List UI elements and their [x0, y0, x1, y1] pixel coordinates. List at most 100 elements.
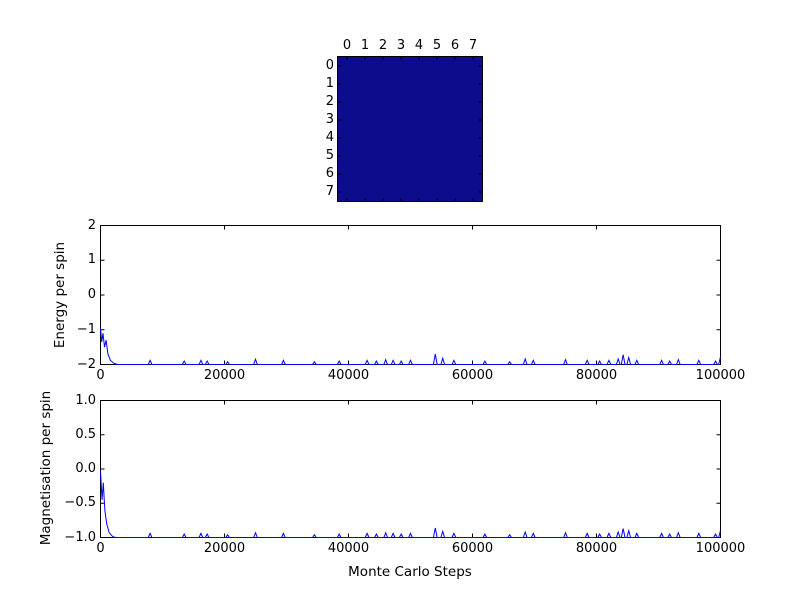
spin-cell: [464, 57, 482, 75]
spin-cell: [410, 111, 428, 129]
spin-cell: [392, 183, 410, 201]
y-tick-label: −1.0: [64, 529, 96, 545]
spin-lattice-heatmap: [337, 56, 483, 202]
spin-cell: [338, 165, 356, 183]
y-tick-label: −0.5: [64, 495, 96, 511]
spin-cell: [464, 129, 482, 147]
spin-cell: [356, 165, 374, 183]
spin-cell: [374, 57, 392, 75]
spin-cell: [356, 129, 374, 147]
heatmap-y-tick-label: 7: [325, 184, 334, 199]
spin-cell: [428, 57, 446, 75]
spin-cell: [428, 75, 446, 93]
spin-cell: [428, 111, 446, 129]
spin-cell: [392, 75, 410, 93]
x-tick-label: 40000: [327, 368, 370, 383]
spin-cell: [356, 75, 374, 93]
spin-cell: [392, 57, 410, 75]
spin-cell: [446, 57, 464, 75]
spin-cell: [410, 129, 428, 147]
y-tick-label: 2: [87, 217, 96, 233]
x-axis-label: Monte Carlo Steps: [348, 564, 472, 580]
spin-cell: [428, 93, 446, 111]
spin-cell: [356, 111, 374, 129]
x-tick-label: 0: [96, 541, 105, 556]
spin-cell: [338, 129, 356, 147]
spin-cell: [464, 147, 482, 165]
x-tick-label: 80000: [575, 541, 618, 556]
spin-cell: [356, 147, 374, 165]
spin-cell: [338, 183, 356, 201]
spin-cell: [338, 75, 356, 93]
spin-cell: [374, 93, 392, 111]
spin-cell: [410, 75, 428, 93]
spin-cell: [356, 183, 374, 201]
heatmap-x-tick-label: 7: [468, 38, 478, 53]
x-tick-label: 100000: [695, 368, 746, 383]
spin-cell: [374, 183, 392, 201]
x-tick-label: 20000: [203, 541, 246, 556]
x-tick-label: 60000: [451, 541, 494, 556]
spin-cell: [410, 93, 428, 111]
heatmap-x-tick-label: 3: [396, 38, 406, 53]
x-tick-label: 60000: [451, 368, 494, 383]
x-tick-label: 0: [96, 368, 105, 383]
spin-cell: [374, 165, 392, 183]
y-tick-label: −1: [76, 321, 96, 337]
spin-cell: [374, 111, 392, 129]
spin-cell: [392, 165, 410, 183]
heatmap-ticks: [338, 57, 482, 201]
spin-cell: [446, 147, 464, 165]
spin-cell: [428, 129, 446, 147]
spin-cell: [392, 111, 410, 129]
spin-cell: [446, 111, 464, 129]
heatmap-y-tick-label: 4: [325, 130, 334, 145]
spin-cell: [374, 129, 392, 147]
heatmap-x-tick-label: 0: [342, 38, 352, 53]
spin-cell: [374, 147, 392, 165]
heatmap-x-tick-label: 6: [450, 38, 460, 53]
spin-cell: [464, 93, 482, 111]
spin-cell: [392, 93, 410, 111]
y-tick-label: 1.0: [75, 392, 96, 408]
spin-cell: [428, 165, 446, 183]
heatmap-y-tick-label: 2: [325, 94, 334, 109]
spin-cell: [464, 75, 482, 93]
heatmap-x-tick-label: 1: [360, 38, 370, 53]
spin-cell: [464, 165, 482, 183]
spin-cell: [446, 129, 464, 147]
spin-cell: [392, 129, 410, 147]
spin-cell: [410, 147, 428, 165]
spin-cell: [428, 183, 446, 201]
x-tick-label: 80000: [575, 368, 618, 383]
y-tick-label: 1: [87, 252, 96, 268]
spin-cell: [410, 183, 428, 201]
spin-cell: [338, 111, 356, 129]
heatmap-y-tick-label: 6: [325, 166, 334, 181]
x-tick-label: 20000: [203, 368, 246, 383]
heatmap-y-tick-label: 5: [325, 148, 334, 163]
heatmap-y-tick-label: 3: [325, 112, 334, 127]
magnetisation-y-axis-label: Magnetisation per spin: [38, 390, 54, 546]
spin-cell: [446, 165, 464, 183]
y-tick-label: 0: [87, 287, 96, 302]
spin-cell: [410, 57, 428, 75]
heatmap-x-tick-label: 4: [414, 38, 424, 53]
spin-cell: [446, 183, 464, 201]
heatmap-x-tick-label: 5: [432, 38, 442, 53]
spin-cell: [392, 147, 410, 165]
spin-cell: [428, 147, 446, 165]
spin-cell: [464, 111, 482, 129]
spin-cell: [356, 93, 374, 111]
x-tick-label: 40000: [327, 541, 370, 556]
spin-cell: [338, 57, 356, 75]
energy-plot: [100, 225, 721, 365]
y-tick-label: −2: [76, 356, 96, 372]
spin-cell: [410, 165, 428, 183]
y-tick-label: 0.0: [75, 461, 96, 476]
x-tick-label: 100000: [695, 541, 746, 556]
heatmap-y-tick-label: 1: [325, 76, 334, 91]
spin-cell: [338, 147, 356, 165]
heatmap-y-tick-label: 0: [325, 58, 334, 73]
